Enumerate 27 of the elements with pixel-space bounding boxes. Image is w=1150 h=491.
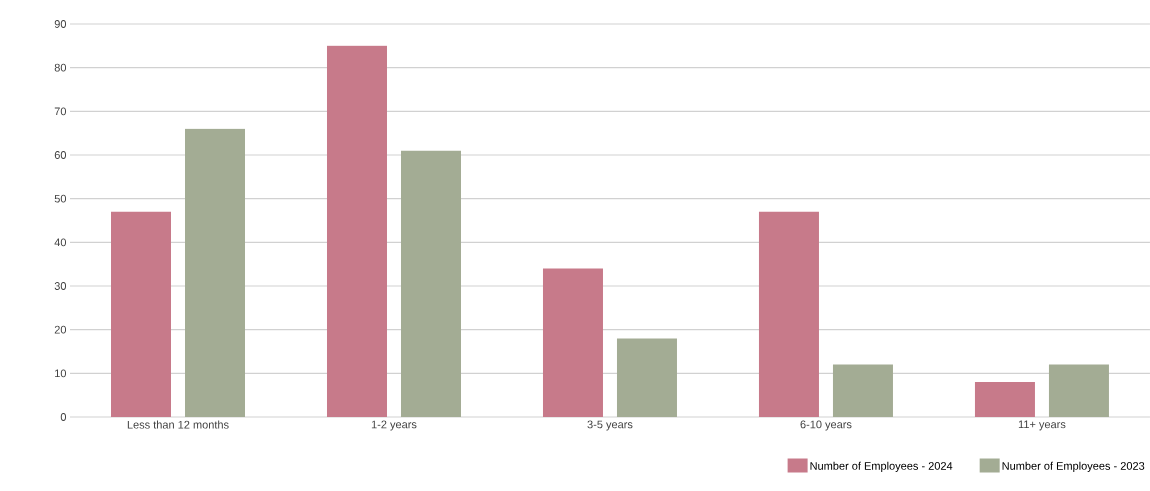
x-tick-label: Less than 12 months xyxy=(127,420,229,429)
x-tick-label: 1-2 years xyxy=(371,420,417,431)
legend-label: Number of Employees - 2023 xyxy=(1002,461,1145,473)
x-tick-label: 11+ years xyxy=(1018,420,1066,431)
bar xyxy=(326,45,387,417)
bar xyxy=(400,150,461,417)
x-tick-label: 3-5 years xyxy=(587,420,633,431)
y-tick-label: 90 xyxy=(54,20,67,28)
y-tick-label: 80 xyxy=(54,63,67,72)
y-tick-label: 30 xyxy=(54,282,67,290)
bar xyxy=(832,364,893,417)
legend-label: Number of Employees - 2024 xyxy=(810,461,953,473)
y-tick-label: 50 xyxy=(54,194,67,203)
bar xyxy=(542,268,603,417)
bar xyxy=(111,211,171,417)
bar xyxy=(185,128,245,417)
x-tick-label: 6-10 years xyxy=(800,420,852,431)
bar xyxy=(616,338,677,417)
y-tick-label: 70 xyxy=(54,107,67,116)
y-tick-label: 40 xyxy=(54,238,67,247)
y-tick-label: 0 xyxy=(60,413,67,421)
y-tick-label: 10 xyxy=(55,369,67,378)
y-tick-label: 20 xyxy=(54,325,67,334)
bar xyxy=(1048,364,1109,417)
bar xyxy=(974,382,1035,417)
y-tick-label: 60 xyxy=(54,151,67,159)
bar xyxy=(758,211,819,417)
